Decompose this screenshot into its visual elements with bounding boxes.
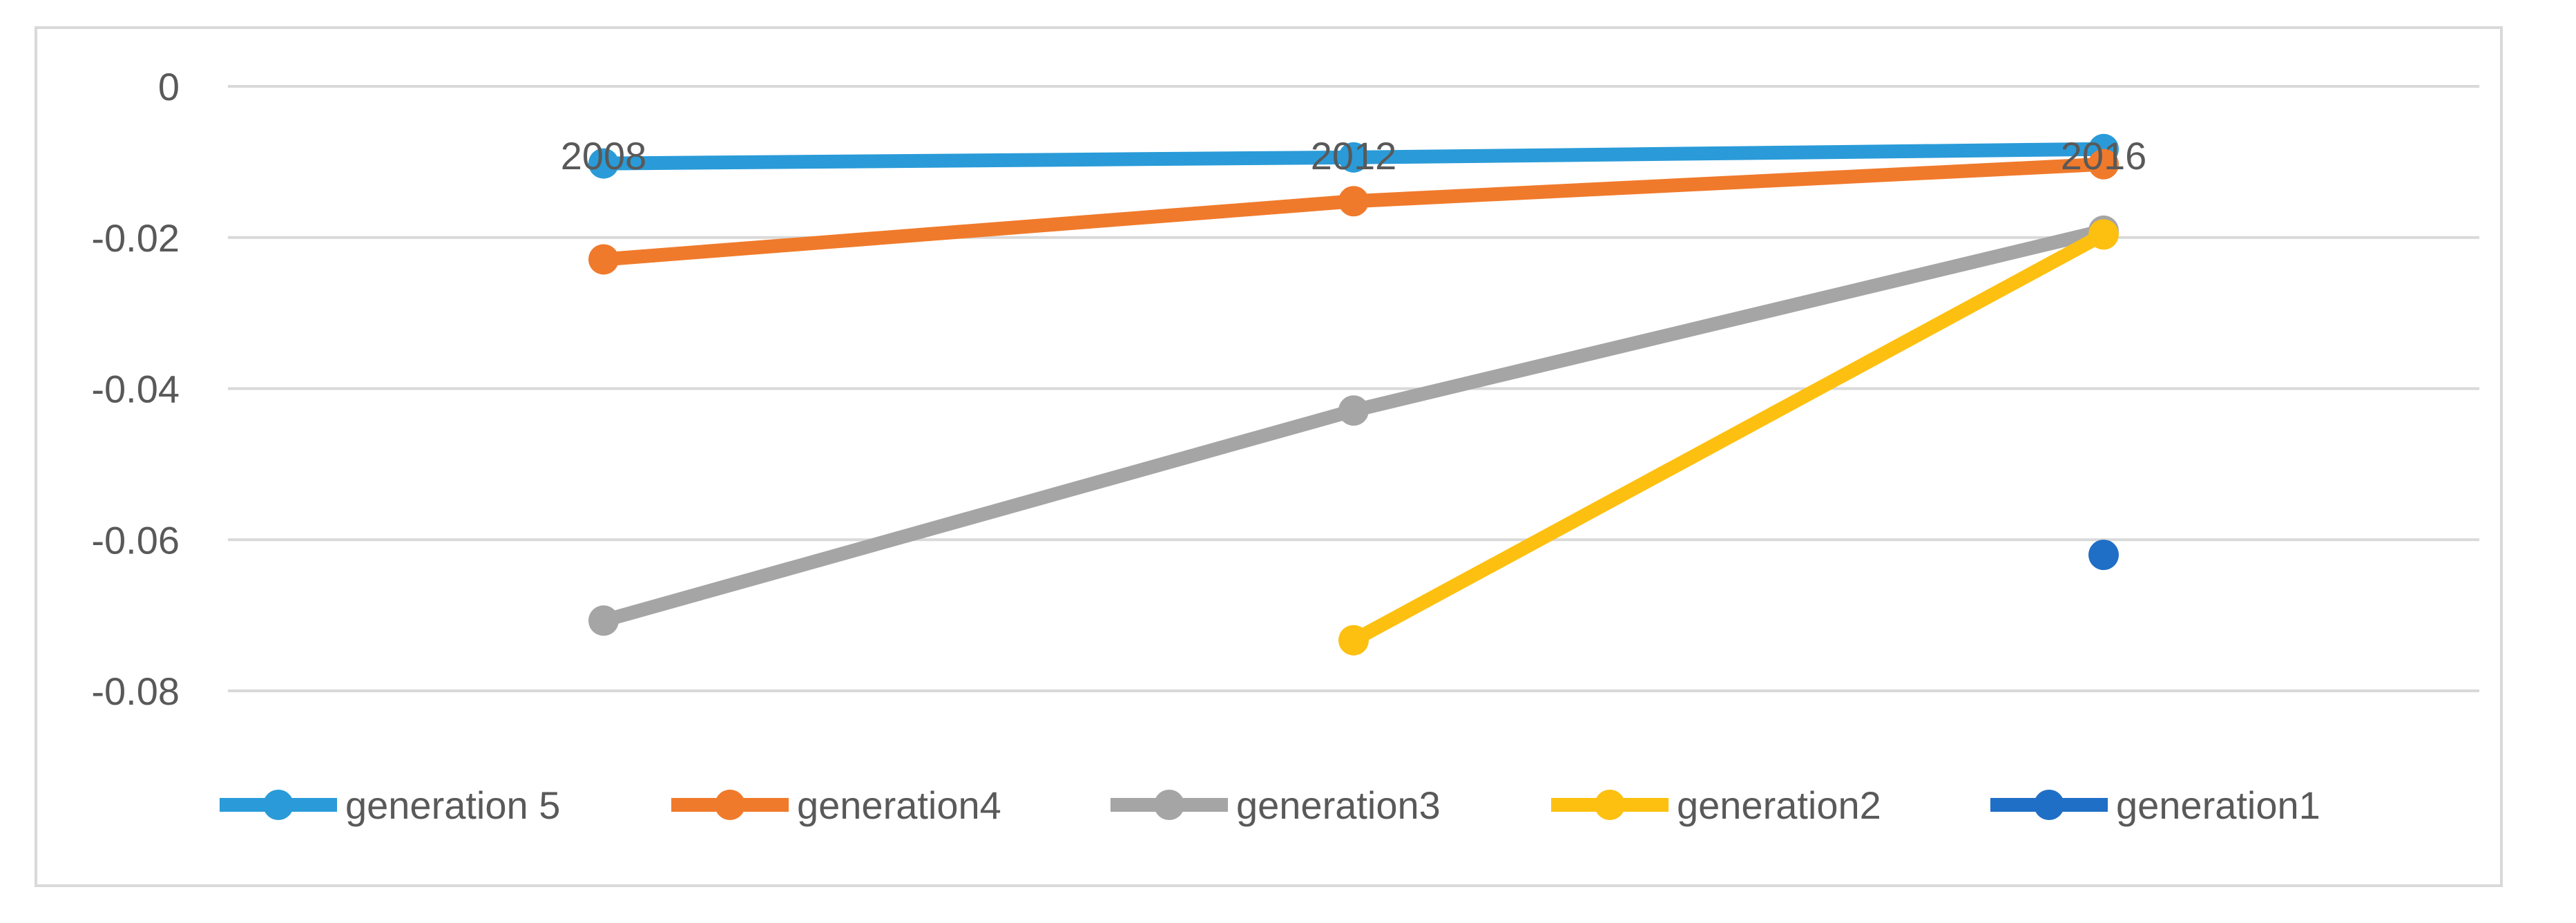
legend-item: generation2 [1551,783,1881,827]
series-generation1 [2088,540,2119,571]
x-category-label: 2012 [1311,134,1397,178]
data-point [1338,142,1369,173]
legend-marker [2034,790,2064,820]
legend: generation 5 generation4 generation3 genera… [220,783,2320,827]
data-point [588,148,619,179]
series-line [1347,227,2111,647]
data-point [588,605,619,636]
legend-marker [263,790,294,820]
y-tick-label: -0.02 [91,216,180,260]
y-tick-label: 0 [158,65,180,108]
data-point [588,244,619,275]
data-point [2088,540,2119,571]
legend-marker [715,790,745,820]
legend-marker [1595,790,1625,820]
legend-item: generation1 [1990,783,2320,827]
legend-item: generation3 [1111,783,1441,827]
legend-label: generation1 [2116,783,2320,827]
legend-marker [1154,790,1184,820]
legend-label: generation4 [797,783,1001,827]
legend-item: generation4 [671,783,1001,827]
series-generation2 [1338,219,2119,656]
data-point [2088,149,2119,180]
x-category-label: 2016 [2061,134,2147,178]
y-tick-label: -0.06 [91,518,180,562]
data-point [1338,625,1369,656]
y-tick-label: -0.04 [91,368,180,411]
y-axis: 0 -0.02 -0.04 -0.06 -0.08 [91,65,180,713]
x-axis: 2008 2012 2016 [561,134,2147,178]
series-layer [588,133,2119,656]
data-point [1338,395,1369,426]
series-generation3 [588,215,2119,636]
legend-item: generation 5 [220,783,560,827]
x-category-label: 2008 [561,134,647,178]
data-point [1338,186,1369,217]
y-tick-label: -0.08 [91,669,180,713]
series-generation4 [588,149,2119,275]
legend-label: generation3 [1236,783,1441,827]
legend-label: generation 5 [345,783,560,827]
legend-label: generation2 [1677,783,1881,827]
data-point [2088,219,2119,250]
